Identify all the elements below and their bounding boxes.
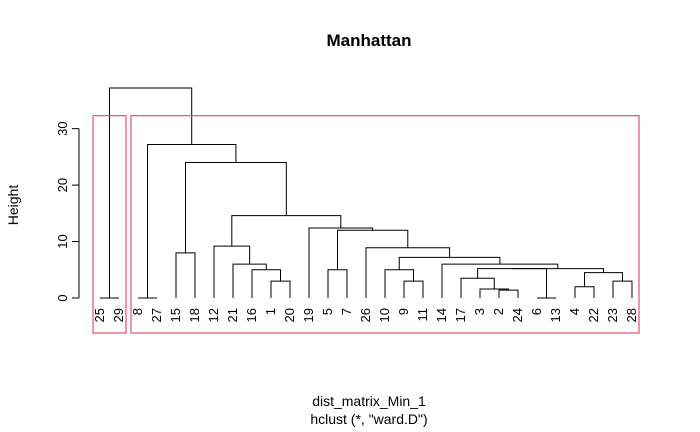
dendrogram-branch-j [384, 269, 414, 298]
y-tick-label: 20 [55, 178, 70, 192]
leaf-label-1: 1 [263, 308, 278, 315]
dendrogram-branch-x [308, 227, 374, 298]
y-tick-label: 10 [55, 234, 70, 248]
cluster-boxes [92, 115, 640, 334]
dendrogram-branch-o [477, 268, 547, 298]
leaf-label-8: 8 [130, 308, 145, 315]
leaf-label-14: 14 [434, 308, 449, 322]
dendrogram-branch-f [232, 263, 267, 298]
dendrogram-branch-i [403, 280, 424, 298]
leaf-label-29: 29 [111, 308, 126, 322]
leaf-labels: 25 29 8 27 15 18 12 21 16 1 20 19 5 7 26 10 9 11 14 17 3 2 24 6… [92, 308, 639, 322]
y-axis: 0 10 20 30 [55, 121, 80, 302]
leaf-label-18: 18 [187, 308, 202, 322]
leaf-label-2: 2 [491, 308, 506, 315]
cluster-box-2 [130, 115, 640, 334]
dendrogram-branch-h [327, 269, 348, 298]
leaf-label-5: 5 [320, 308, 335, 315]
dendrogram-branch-r [584, 272, 623, 287]
dendrogram-branch-d [270, 280, 291, 298]
dendrogram-branch-k [498, 289, 519, 298]
dendrogram-branch-v [365, 247, 451, 298]
leaf-label-19: 19 [301, 308, 316, 322]
y-tick-label: 30 [55, 121, 70, 135]
leaf-label-12: 12 [206, 308, 221, 322]
leaf-label-23: 23 [605, 308, 620, 322]
leaf-label-7: 7 [339, 308, 354, 315]
dendrogram-branch-w [337, 229, 409, 270]
method-sublabel: hclust (*, "ward.D") [310, 411, 427, 427]
leaf-label-15: 15 [168, 308, 183, 322]
dendrogram-branch-z [185, 162, 287, 253]
dendrogram-branch-q [612, 280, 633, 298]
leaf-label-22: 22 [586, 308, 601, 322]
y-tick-label: 0 [55, 294, 70, 301]
dendrogram-branch-ab [109, 87, 193, 298]
dendrogram-branch-p [574, 286, 595, 298]
dendrogram-branch-s [512, 268, 604, 273]
dendrogram-branches [100, 87, 633, 299]
leaf-label-4: 4 [567, 308, 582, 315]
chart-title: Manhattan [327, 31, 412, 50]
y-axis-label: Height [5, 185, 21, 226]
leaf-label-9: 9 [396, 308, 411, 315]
cluster-box-1 [92, 115, 127, 334]
dendrogram-branch-aa [147, 143, 237, 298]
dendrogram-branch-l [479, 288, 509, 298]
leaf-label-26: 26 [358, 308, 373, 322]
dendrogram-branch-c [175, 252, 196, 298]
leaf-label-21: 21 [225, 308, 240, 322]
dendrogram-branch-e [251, 269, 281, 298]
x-axis-label: dist_matrix_Min_1 [312, 393, 426, 409]
leaf-label-13: 13 [548, 308, 563, 322]
leaf-label-27: 27 [149, 308, 164, 322]
leaf-label-3: 3 [472, 308, 487, 315]
leaf-label-6: 6 [529, 308, 544, 315]
leaf-label-28: 28 [624, 308, 639, 322]
leaf-label-25: 25 [92, 308, 107, 322]
leaf-label-24: 24 [510, 308, 525, 322]
dendrogram-branch-g [213, 245, 251, 298]
dendrogram-branch-y [231, 215, 342, 247]
leaf-label-17: 17 [453, 308, 468, 322]
leaf-label-10: 10 [377, 308, 392, 322]
dendrogram-branch-m [460, 277, 495, 298]
dendrogram-branch-u [398, 256, 501, 270]
leaf-label-16: 16 [244, 308, 259, 322]
dendrogram-branch-t [441, 263, 559, 298]
leaf-label-11: 11 [415, 308, 430, 322]
leaf-label-20: 20 [282, 308, 297, 322]
